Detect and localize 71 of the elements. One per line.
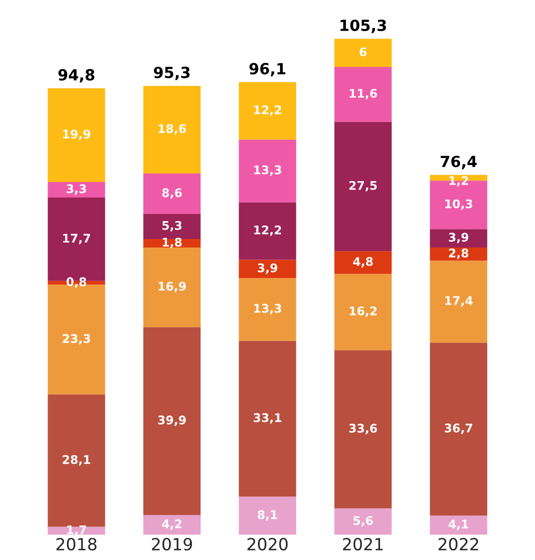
bar	[238, 278, 296, 341]
bar	[430, 260, 488, 343]
bar	[334, 350, 392, 508]
bar	[238, 140, 296, 202]
bar	[238, 260, 296, 278]
data-label: 17,7	[63, 234, 90, 244]
data-label: 27,5	[349, 180, 377, 192]
bar	[143, 214, 201, 239]
bar	[334, 251, 392, 274]
total-label: 94,8	[58, 69, 94, 83]
data-label: 23,3	[62, 334, 90, 344]
data-label: 3,9	[448, 232, 468, 244]
data-label: 12,2	[254, 225, 282, 236]
data-label: 4,2	[162, 519, 182, 530]
bar	[143, 86, 201, 174]
data-label: 5,3	[162, 221, 182, 232]
data-label: 5,6	[353, 516, 373, 527]
bar	[48, 88, 106, 182]
bar	[143, 174, 201, 214]
total-label: 76,4	[440, 156, 477, 170]
bar	[238, 202, 296, 260]
bar	[430, 229, 488, 248]
data-label: 8,6	[162, 188, 182, 199]
data-label: 4,1	[448, 520, 468, 530]
data-label: 36,7	[444, 424, 472, 434]
data-label: 18,6	[158, 124, 186, 135]
data-label: 39,9	[158, 416, 186, 426]
data-label: 12,2	[254, 105, 282, 116]
total-label: 96,1	[249, 62, 286, 76]
data-label: 6	[360, 47, 367, 56]
data-label: 33,6	[349, 424, 377, 434]
x-tick-label: 2022	[438, 538, 478, 550]
data-label: 4,8	[353, 257, 373, 268]
bar	[430, 515, 488, 535]
data-label: 10,3	[445, 199, 472, 210]
bar	[334, 274, 392, 350]
bar	[334, 38, 392, 68]
data-label: 16,2	[350, 306, 377, 317]
data-label: 1,8	[162, 238, 182, 248]
data-label: 2,8	[449, 248, 468, 259]
x-tick-label: 2020	[248, 538, 288, 550]
data-label: 13,3	[254, 304, 282, 314]
bar	[238, 82, 296, 140]
data-label: 13,3	[254, 165, 282, 176]
total-label: 95,3	[154, 66, 190, 80]
total-label: 105,3	[340, 20, 386, 34]
data-label: 11,6	[350, 88, 377, 100]
data-label: 3,3	[66, 184, 86, 195]
data-label: 0,8	[66, 277, 86, 288]
data-label: 3,9	[258, 263, 278, 274]
bar	[48, 394, 106, 527]
bar	[334, 508, 392, 535]
data-label: 8,1	[258, 510, 278, 521]
bar	[334, 67, 392, 122]
data-label: 17,4	[445, 296, 473, 307]
bar	[143, 247, 201, 328]
data-label: 33,1	[254, 413, 282, 424]
x-tick-label: 2019	[152, 538, 192, 550]
data-label: 19,9	[63, 130, 90, 140]
data-label: 1,7	[67, 525, 86, 536]
bar	[143, 515, 201, 535]
bar	[238, 340, 296, 497]
x-tick-label: 2021	[343, 538, 383, 550]
x-tick-label: 2018	[56, 538, 96, 550]
bar	[143, 327, 201, 516]
bar	[430, 342, 488, 516]
bar	[238, 496, 296, 535]
data-label: 28,1	[62, 455, 90, 466]
data-label: 16,9	[158, 282, 186, 292]
bar	[334, 122, 392, 252]
bar	[48, 182, 106, 198]
